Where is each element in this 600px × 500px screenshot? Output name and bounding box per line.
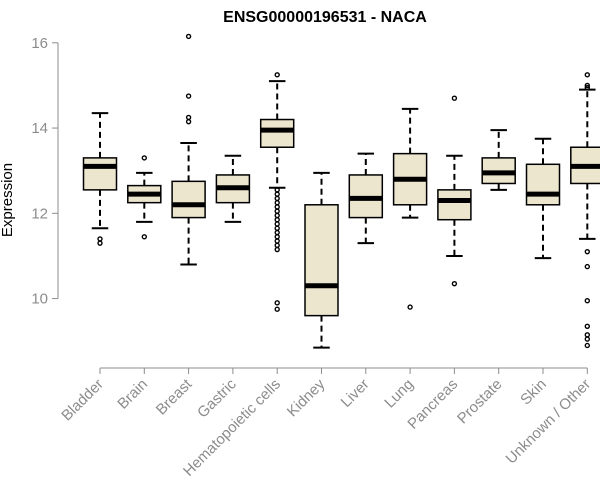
outlier-point: [274, 246, 280, 253]
box-bladder: [82, 112, 118, 246]
outlier-point: [584, 263, 590, 270]
outlier-point: [185, 114, 192, 121]
y-tick-label: 14: [31, 120, 48, 137]
x-tick-label: Bladder: [58, 376, 107, 425]
outlier-point: [584, 72, 590, 78]
outlier-point: [451, 95, 458, 101]
y-tick-label: 16: [31, 35, 48, 52]
outlier-point: [584, 323, 590, 329]
box-skin: [525, 137, 561, 260]
outlier-point: [274, 208, 280, 214]
box-prostate: [481, 129, 516, 191]
outlier-point: [185, 33, 192, 40]
outlier-point: [274, 212, 280, 219]
box-iqr: [82, 157, 118, 191]
boxes-group: [82, 33, 600, 349]
outlier-point: [274, 234, 280, 240]
outlier-point: [185, 118, 192, 125]
outlier-point: [141, 155, 148, 161]
outlier-point: [584, 84, 590, 91]
outlier-point: [584, 248, 590, 255]
x-tick-label: Prostate: [454, 376, 506, 428]
outlier-point: [274, 195, 280, 202]
box-hematopoietic-cells: [259, 72, 295, 312]
x-tick-label: Breast: [153, 375, 196, 418]
outlier-point: [274, 217, 280, 223]
outlier-point: [274, 199, 280, 206]
box-brain: [127, 155, 162, 240]
outlier-point: [274, 191, 280, 197]
outlier-point: [274, 221, 280, 227]
box-iqr: [171, 180, 206, 219]
outlier-point: [584, 342, 590, 349]
box-liver: [348, 152, 384, 245]
x-tick-label: Kidney: [284, 375, 329, 420]
outlier-point: [584, 336, 590, 342]
box-gastric: [215, 154, 251, 223]
box-iqr: [304, 204, 339, 317]
x-tick-label: Brain: [114, 376, 151, 413]
outlier-point: [274, 187, 280, 193]
outlier-point: [185, 93, 192, 99]
outlier-point: [274, 204, 280, 210]
box-iqr: [437, 189, 472, 221]
box-kidney: [304, 171, 339, 349]
outlier-point: [407, 304, 413, 310]
x-tick-label: Liver: [338, 376, 373, 411]
box-lung: [392, 107, 428, 310]
box-iqr: [259, 118, 295, 148]
y-tick-label: 10: [31, 291, 48, 308]
chart-title: ENSG00000196531 - NACA: [223, 9, 427, 26]
x-tick-label: Skin: [517, 376, 550, 409]
box-unknown-other: [570, 72, 600, 349]
y-tick-label: 12: [31, 205, 48, 222]
outlier-point: [274, 300, 280, 306]
x-tick-label: Unknown / Other: [503, 376, 595, 468]
outlier-point: [274, 242, 280, 248]
outlier-point: [97, 240, 103, 246]
outlier-point: [274, 238, 280, 244]
outlier-point: [97, 236, 103, 242]
box-iqr: [525, 163, 561, 206]
y-axis-label: Expression: [0, 163, 16, 237]
outlier-point: [141, 234, 148, 240]
outlier-point: [451, 280, 458, 287]
outlier-point: [584, 82, 590, 89]
x-tick-label: Lung: [381, 376, 417, 412]
outlier-point: [274, 229, 280, 236]
y-axis: 10 12 14 16: [31, 35, 59, 308]
outlier-point: [274, 306, 280, 312]
outlier-point: [274, 225, 280, 231]
outlier-point: [584, 298, 590, 304]
box-breast: [171, 33, 206, 266]
outlier-point: [584, 332, 590, 338]
outlier-point: [274, 72, 280, 78]
box-pancreas: [437, 95, 472, 287]
